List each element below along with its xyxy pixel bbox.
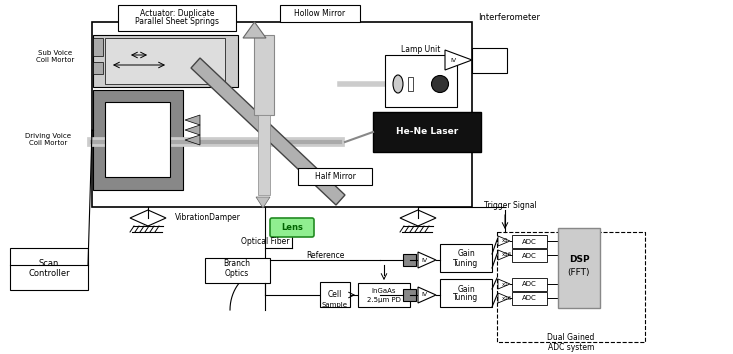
Bar xyxy=(512,249,547,262)
Bar xyxy=(105,38,225,84)
Text: Gain: Gain xyxy=(457,285,475,293)
Text: Driving Voice
Coil Mortor: Driving Voice Coil Mortor xyxy=(25,133,71,146)
Polygon shape xyxy=(418,252,436,268)
Bar xyxy=(10,248,88,290)
Bar xyxy=(440,244,492,272)
Bar xyxy=(358,283,410,307)
Text: He-Ne Laser: He-Ne Laser xyxy=(396,127,458,137)
Polygon shape xyxy=(445,50,472,70)
Text: Scan: Scan xyxy=(39,258,59,268)
Text: Optics: Optics xyxy=(225,268,249,278)
Ellipse shape xyxy=(393,75,403,93)
Text: Sub Voice
Coil Mortor: Sub Voice Coil Mortor xyxy=(36,50,74,63)
Text: Optical Fiber: Optical Fiber xyxy=(240,238,290,246)
Bar xyxy=(205,258,270,283)
Text: ADC: ADC xyxy=(522,296,537,302)
Bar xyxy=(93,62,103,74)
Bar xyxy=(408,77,413,91)
Bar xyxy=(472,48,507,73)
Text: Tuning: Tuning xyxy=(454,293,479,303)
Bar xyxy=(385,55,457,107)
Text: ADC system: ADC system xyxy=(548,343,594,352)
Text: x1: x1 xyxy=(502,281,509,286)
Text: VibrationDamper: VibrationDamper xyxy=(175,213,241,223)
Text: Tuning: Tuning xyxy=(454,258,479,268)
Text: ADC: ADC xyxy=(522,281,537,287)
Ellipse shape xyxy=(432,75,449,92)
Text: Dual Gained: Dual Gained xyxy=(548,333,594,343)
Bar xyxy=(258,115,270,195)
Bar xyxy=(92,22,472,207)
Text: (FFT): (FFT) xyxy=(568,268,590,276)
Polygon shape xyxy=(498,236,510,246)
Bar xyxy=(403,289,416,301)
Text: Half Mirror: Half Mirror xyxy=(314,172,356,181)
Bar xyxy=(93,90,183,190)
Text: 2.5μm PD: 2.5μm PD xyxy=(367,297,401,303)
Text: Hollow Mirror: Hollow Mirror xyxy=(295,9,345,18)
Text: Sample: Sample xyxy=(322,302,348,308)
Text: Trigger Signal: Trigger Signal xyxy=(484,200,537,210)
Polygon shape xyxy=(498,293,510,303)
Bar xyxy=(280,5,360,22)
Polygon shape xyxy=(498,250,510,260)
Bar xyxy=(118,5,236,31)
Text: Parallel Sheet Springs: Parallel Sheet Springs xyxy=(135,17,219,25)
Polygon shape xyxy=(498,279,510,289)
Polygon shape xyxy=(185,125,200,135)
Text: Reference: Reference xyxy=(306,251,345,259)
Bar xyxy=(373,112,481,152)
Bar xyxy=(440,279,492,307)
Polygon shape xyxy=(243,22,266,38)
Text: Cell: Cell xyxy=(328,290,342,299)
Text: x16: x16 xyxy=(502,252,512,257)
Bar xyxy=(497,232,645,342)
Text: Gain: Gain xyxy=(457,250,475,258)
Polygon shape xyxy=(185,135,200,145)
Text: IV: IV xyxy=(421,257,427,263)
Text: DSP: DSP xyxy=(569,256,589,264)
Bar xyxy=(512,292,547,305)
Text: Lens: Lens xyxy=(281,223,303,232)
Bar xyxy=(93,38,103,56)
Bar xyxy=(93,35,238,87)
Polygon shape xyxy=(185,115,200,125)
Text: IV: IV xyxy=(421,292,427,297)
Text: ADC: ADC xyxy=(522,252,537,258)
Bar xyxy=(403,254,416,266)
Polygon shape xyxy=(130,210,166,226)
Text: Branch: Branch xyxy=(224,259,251,268)
Text: x16: x16 xyxy=(502,296,512,301)
Bar xyxy=(320,282,350,307)
Bar xyxy=(512,278,547,291)
Polygon shape xyxy=(400,210,436,226)
Polygon shape xyxy=(191,58,345,205)
Polygon shape xyxy=(256,197,270,208)
Bar xyxy=(105,102,170,177)
Bar xyxy=(512,235,547,248)
Text: Lamp Unit: Lamp Unit xyxy=(401,46,441,55)
Text: Actuator: Duplicate: Actuator: Duplicate xyxy=(140,8,214,17)
Text: x1: x1 xyxy=(502,239,509,244)
Text: Interferometer: Interferometer xyxy=(478,13,540,23)
Text: ADC: ADC xyxy=(522,239,537,245)
Bar xyxy=(298,168,372,185)
Bar xyxy=(558,228,600,308)
Bar xyxy=(254,35,274,115)
Text: InGaAs: InGaAs xyxy=(372,288,397,294)
Text: Controller: Controller xyxy=(28,269,70,279)
FancyBboxPatch shape xyxy=(270,218,314,237)
Text: IV: IV xyxy=(450,57,456,63)
Polygon shape xyxy=(418,287,436,303)
